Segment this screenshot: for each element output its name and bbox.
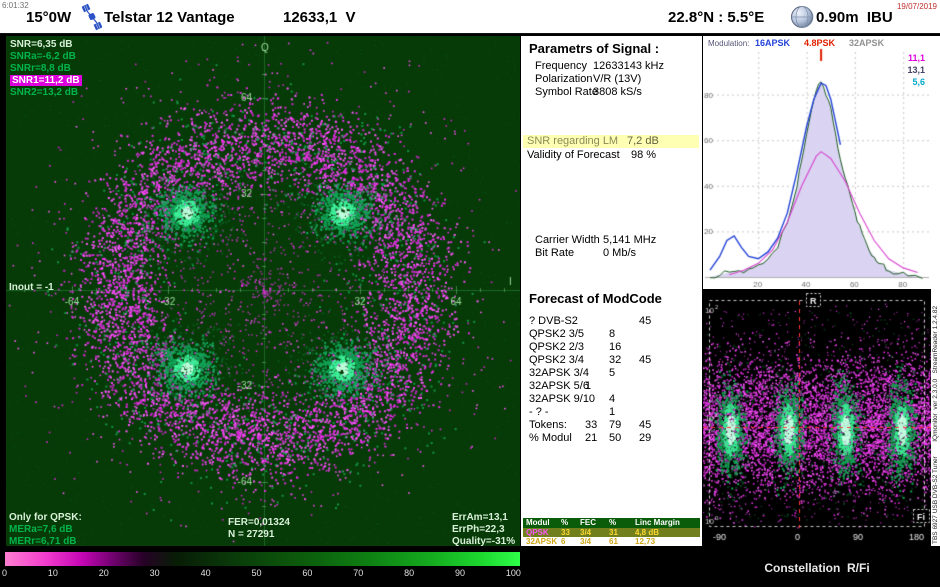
validity-label: Validity of Forecast [527,149,620,161]
modcode-table-row: QPSK 33 3/4 31 4,8 dB [523,528,700,537]
scale-label: 20 [98,568,109,578]
legend-item: 32APSK [849,38,885,48]
globe-icon [791,6,814,28]
symbol-rate-label: Symbol Rate [535,86,598,98]
gradient-scale-labels: 0 10 20 30 40 50 60 70 80 90 100 [2,568,521,578]
quality-gradient-scale [5,552,520,566]
validity-value: 98 % [631,149,657,161]
erram-readout: ErrAm=13,1 [452,512,508,523]
snr-line: SNRr=8,8 dB [10,63,71,74]
forecast-row: QPSK2 3/4 32 45 [529,354,652,366]
modcode-table: Modul % FEC % Linc Margin QPSK 33 3/4 31… [523,518,700,546]
forecast-rows: ? DVB-S2 45 QPSK2 3/5 8 QPSK2 2/3 16 [521,315,702,445]
snr-lm-value: 7,2 dB [627,135,659,147]
histogram-value: 13,1 [907,65,925,75]
only-qpsk-label: Only for QPSK: [9,512,82,523]
fer-readout: FER=0,01324 [228,517,290,528]
constellation-canvas [6,36,520,546]
modcode-table-header: Modul % FEC % Linc Margin [523,518,700,528]
scale-label: 40 [200,568,211,578]
forecast-row: - ? - 1 [529,406,616,418]
header-bar: 6:01:32 15°0W Telstar 12 Vantage 12633,1… [0,0,940,34]
orbital-position: 15°0W [26,9,72,26]
tuner-version-strip: TBS 6927 USB DVB-S2 Tuner IQmonitor ver … [931,36,940,546]
legend-item: 4.8PSK [804,38,836,48]
bit-rate-value: 0 Mb/s [603,247,637,259]
rfi-panel [703,291,931,546]
scale-label: 30 [149,568,160,578]
signal-params-title: Parametrs of Signal : [529,41,660,56]
mera-readout: MERa=7,6 dB [9,524,73,535]
snr-line: SNR1=11,2 dB [10,75,82,86]
scale-label: 50 [251,568,262,578]
forecast-row: QPSK2 3/5 8 [529,328,616,340]
dish-info: 0.90m IBU [816,9,893,26]
histogram-legend: 16APSK 4.8PSK 32APSK [755,38,884,48]
symbol-rate-value: 3808 kS/s [593,86,642,98]
rfi-canvas [703,291,931,546]
quality-readout: Quality=-31% [452,536,516,547]
constellation-panel: SNR=6,35 dB SNRa=-6,2 dB SNRr=8,8 dB SNR1=1… [6,36,520,548]
forecast-title: Forecast of ModCode [529,291,662,306]
scale-label: 100 [505,568,521,578]
errph-readout: ErrPh=22,3 [452,524,505,535]
rfi-caption: Constellation R/Fi [764,561,870,575]
modulation-histogram-panel: Modulation: 16APSK 4.8PSK 32APSK 11,1 13,1 5… [703,36,931,289]
snr-readouts: SNR=6,35 dB SNRa=-6,2 dB SNRr=8,8 dB SNR1=1… [10,39,82,99]
forecast-row: ? DVB-S2 45 [529,315,652,327]
snr-line: SNR=6,35 dB [10,39,73,50]
signal-info-column: Parametrs of Signal : Frequency 12633143… [521,36,702,546]
merr-readout: MERr=6,71 dB [9,536,77,547]
scale-label: 70 [353,568,364,578]
histogram-canvas [703,36,931,289]
scale-label: 90 [455,568,466,578]
forecast-row: QPSK2 2/3 16 [529,341,622,353]
scale-label: 80 [404,568,415,578]
forecast-row: 32APSK 5/6 1 [529,380,592,392]
scale-label: 60 [302,568,313,578]
polarization-label: Polarization [535,73,593,85]
fer-readouts: FER=0,01324 N = 27291 [228,517,290,541]
frequency-value: 12633143 kHz [593,60,664,72]
forecast-row: Tokens: 33 79 45 [529,419,652,431]
histogram-value: 11,1 [907,53,925,63]
modcode-table-row: 32APSK 6 3/4 61 12,73 [523,537,700,546]
scale-label: 10 [47,568,58,578]
carrier-width-value: 5,141 MHz [603,234,657,246]
sample-count: N = 27291 [228,529,275,540]
snr-lm-label: SNR regarding LM [527,135,619,147]
histogram-values: 11,1 13,1 5,6 [889,52,925,88]
snr-line: SNRa=-6,2 dB [10,51,76,62]
legend-item: 16APSK [755,38,791,48]
bit-rate-label: Bit Rate [535,247,575,259]
satellite-icon [82,3,102,31]
date-stamp: 19/07/2019 [896,2,937,11]
forecast-row: 32APSK 9/10 4 [529,393,616,405]
satellite-name: Telstar 12 Vantage [104,9,235,26]
forecast-row: % Modul 21 50 29 [529,432,652,444]
modcode-table-body: QPSK 33 3/4 31 4,8 dB 32APSK 6 3/4 61 12… [523,528,700,546]
site-coordinates: 22.8°N : 5.5°E [668,9,765,26]
frequency-label: Frequency [535,60,587,72]
error-readouts: ErrAm=13,1 ErrPh=22,3 Quality=-31% [452,512,515,548]
inout-readout: Inout = -1 [9,282,54,293]
clock-time: 6:01:32 [2,1,29,10]
tuned-frequency: 12633,1 V [283,9,356,26]
modulation-label: Modulation: [708,39,750,48]
histogram-value: 5,6 [912,77,925,87]
tuner-version-text: TBS 6927 USB DVB-S2 Tuner IQmonitor ver … [932,305,939,544]
qpsk-readouts: Only for QPSK: MERa=7,6 dB MERr=6,71 dB [9,512,82,548]
forecast-row: 32APSK 3/4 5 [529,367,616,379]
carrier-width-label: Carrier Width [535,234,600,246]
polarization-value: V/R (13V) [593,73,642,85]
snr-line: SNR2=13,2 dB [10,87,79,98]
scale-label: 0 [2,568,8,578]
snr-lm-highlight: SNR regarding LM 7,2 dB [523,135,699,148]
